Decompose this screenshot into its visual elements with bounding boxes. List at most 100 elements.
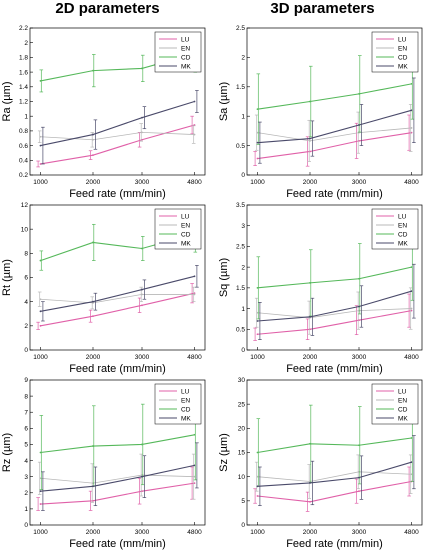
plot-area <box>246 204 423 351</box>
y-tick-label: 4 <box>24 458 28 465</box>
y-tick-label: 0 <box>241 347 245 354</box>
series-line <box>40 275 195 312</box>
data-point <box>39 310 42 313</box>
data-point <box>410 437 413 439</box>
data-point <box>39 477 42 480</box>
data-point <box>193 133 196 136</box>
series-line <box>257 471 412 482</box>
data-point <box>39 163 42 165</box>
x-tick-label: 3000 <box>135 354 150 361</box>
data-point <box>39 451 42 454</box>
chart-sz: 0 5 10 15 20 25 30 1000 2000 3000 4800 Feed rate (m… <box>218 377 423 550</box>
x-tick-label: 4800 <box>404 529 419 536</box>
y-tick-label: 5 <box>24 442 28 449</box>
series-line <box>257 290 412 322</box>
data-point <box>193 482 196 485</box>
data-point <box>193 464 196 467</box>
data-point <box>193 100 196 103</box>
series-line <box>257 109 412 144</box>
data-point <box>256 495 259 497</box>
data-point <box>92 69 94 72</box>
series-en <box>37 453 196 503</box>
y-tick-label: 1 <box>24 113 28 120</box>
data-point <box>358 277 360 280</box>
data-point <box>141 247 143 250</box>
x-axis-label: Feed rate (mm/min) <box>69 538 166 550</box>
data-point <box>92 300 94 303</box>
data-point <box>256 141 259 144</box>
y-tick-label: 0.6 <box>19 143 28 150</box>
legend: LU EN CD MK <box>154 31 202 73</box>
series-line <box>40 124 195 165</box>
data-point <box>39 490 42 493</box>
series-line <box>257 310 412 335</box>
data-point <box>410 290 413 293</box>
data-point <box>141 67 143 70</box>
y-tick-label: 1 <box>24 506 28 513</box>
y-tick-label: 8 <box>24 251 28 258</box>
data-point <box>256 451 259 454</box>
y-tick-label: 6 <box>24 275 28 282</box>
data-point <box>410 461 413 464</box>
series-line <box>257 308 412 319</box>
series-mk <box>39 90 199 165</box>
y-tick-label: 8 <box>24 393 28 400</box>
y-tick-label: 0.5 <box>236 326 245 333</box>
y-tick-label: 25 <box>238 401 246 408</box>
data-point <box>358 305 360 308</box>
data-point <box>309 139 311 142</box>
data-point <box>141 138 143 141</box>
y-tick-label: 0.4 <box>19 158 28 165</box>
data-point <box>92 445 94 447</box>
y-tick-label: 7 <box>24 409 28 416</box>
x-tick-label: 1000 <box>250 354 265 361</box>
plot-area <box>246 27 423 176</box>
data-point <box>92 315 94 318</box>
y-tick-label: 2 <box>241 55 245 62</box>
data-point <box>39 144 42 147</box>
x-axis-label: Feed rate (mm/min) <box>286 363 383 375</box>
series-line <box>40 292 195 327</box>
y-tick-label: 2 <box>241 264 245 271</box>
y-tick-label: 1.2 <box>19 99 28 106</box>
y-tick-label: 6 <box>24 426 28 433</box>
y-tick-label: 12 <box>21 202 29 209</box>
x-axis-label: Feed rate (mm/min) <box>286 188 383 200</box>
data-point <box>256 286 259 289</box>
y-tick-label: 3 <box>24 474 28 481</box>
legend-label: EN <box>181 45 190 52</box>
data-point <box>309 442 311 445</box>
x-tick-label: 3000 <box>135 529 150 536</box>
left-column-title: 2D parameters <box>55 0 160 17</box>
y-tick-label: 0 <box>241 172 245 179</box>
legend-label: CD <box>398 54 408 61</box>
data-point <box>309 482 311 484</box>
legend-label: LU <box>181 388 190 395</box>
data-point <box>193 293 196 296</box>
data-point <box>92 485 94 488</box>
x-tick-label: 1000 <box>250 179 265 186</box>
series-lu <box>36 466 196 511</box>
series-en <box>254 287 413 335</box>
right-column-title: 3D parameters <box>270 0 375 17</box>
y-tick-label: 0.2 <box>19 172 28 179</box>
series-line <box>40 482 195 505</box>
legend-label: EN <box>398 397 407 404</box>
data-point <box>141 131 143 134</box>
series-line <box>40 464 195 492</box>
series-mk <box>256 435 416 507</box>
legend-label: MK <box>181 415 191 422</box>
legend-label: EN <box>398 222 407 229</box>
x-tick-label: 1000 <box>33 179 48 186</box>
series-en <box>254 104 413 162</box>
x-axis-label: Feed rate (mm/min) <box>69 188 166 200</box>
chart-rt: 0 2 4 6 8 10 12 1000 2000 3000 4800 Feed rate (mm/m… <box>1 202 206 375</box>
y-tick-label: 0 <box>24 522 28 529</box>
plot-area <box>29 379 206 526</box>
data-point <box>141 490 143 493</box>
y-tick-label: 2.5 <box>236 244 245 251</box>
series-lu <box>36 283 196 330</box>
legend-label: EN <box>398 45 407 52</box>
x-tick-label: 4800 <box>187 529 202 536</box>
series-lu <box>253 466 413 512</box>
